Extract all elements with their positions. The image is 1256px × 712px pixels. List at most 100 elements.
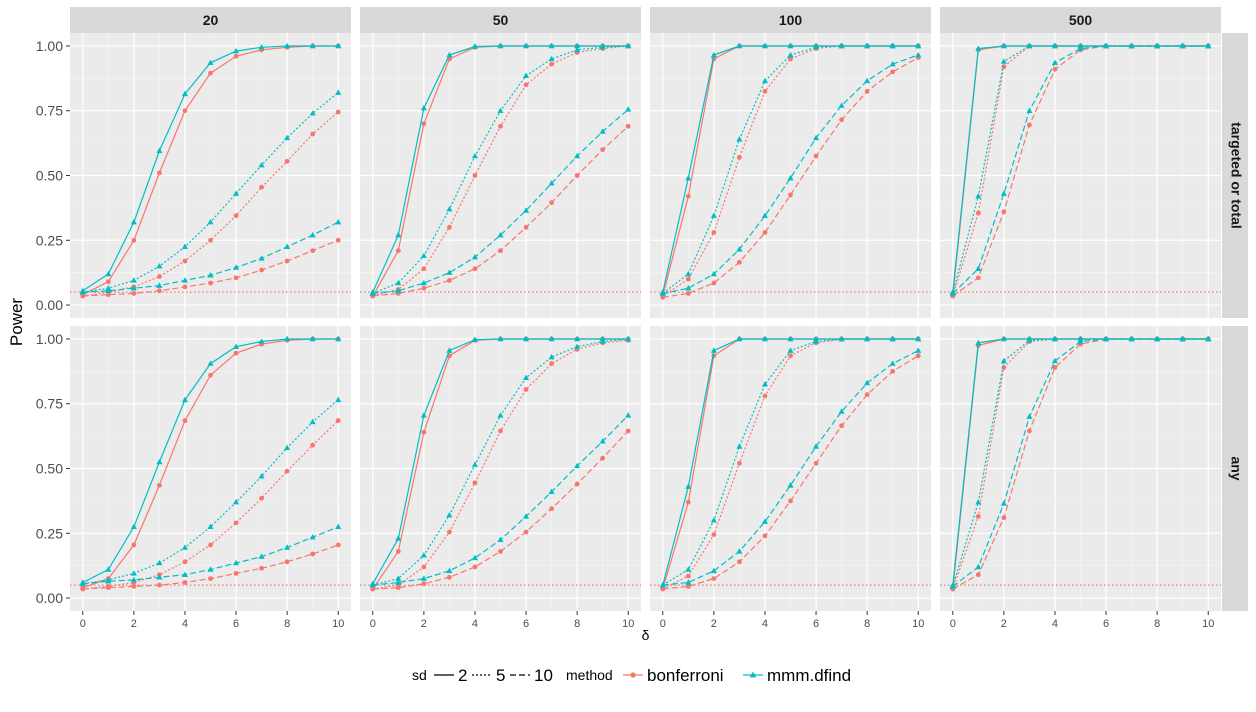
data-point (310, 442, 316, 448)
data-point (309, 533, 316, 540)
data-point (1000, 58, 1007, 64)
data-point (625, 123, 631, 129)
data-point (335, 237, 341, 243)
data-point (447, 529, 452, 535)
data-point (335, 42, 342, 49)
data-point (446, 511, 453, 518)
data-point (258, 255, 265, 261)
data-point (761, 42, 768, 49)
data-point (182, 418, 188, 423)
data-point (787, 42, 794, 49)
data-point (761, 335, 768, 342)
data-point (1154, 42, 1161, 49)
data-point (736, 246, 743, 252)
x-tick-label: 8 (1154, 618, 1160, 630)
data-point (1077, 45, 1084, 51)
data-point (207, 59, 214, 66)
legend-label-sd: 2 (458, 666, 467, 685)
data-point (788, 353, 793, 359)
data-point (79, 580, 86, 587)
data-point (421, 581, 427, 587)
data-point (471, 152, 478, 159)
legend-label-sd: 10 (534, 666, 553, 685)
x-tick-label: 0 (370, 618, 376, 630)
panel-any-100 (650, 326, 931, 611)
data-point (207, 272, 214, 278)
data-point (685, 276, 691, 282)
data-point (813, 338, 820, 344)
data-point (838, 42, 845, 49)
data-point (446, 269, 453, 275)
data-point (599, 44, 606, 50)
legend-title-sd: sd (412, 667, 427, 683)
data-point (574, 481, 580, 487)
data-point (80, 586, 86, 592)
data-point (889, 360, 896, 366)
y-tick-label: 0.75 (36, 396, 63, 412)
data-point (1051, 59, 1058, 66)
data-point (737, 559, 742, 565)
data-point (284, 559, 290, 565)
x-tick-label: 4 (1052, 618, 1058, 630)
data-point (915, 353, 921, 359)
data-point (258, 44, 265, 50)
data-point (335, 396, 342, 403)
legend: sd 2 5 10 method bonferroni mmm.dfind (412, 666, 851, 685)
data-point (549, 200, 554, 206)
data-point (549, 506, 554, 512)
data-point (395, 248, 401, 254)
data-point (207, 566, 214, 572)
data-point (737, 460, 742, 466)
data-point (685, 285, 692, 291)
data-point (736, 548, 743, 554)
data-point (446, 567, 453, 574)
data-point (421, 564, 427, 570)
data-point (471, 554, 478, 561)
data-point (498, 428, 503, 434)
data-point (335, 109, 341, 115)
data-point (79, 288, 86, 295)
data-point (369, 290, 376, 296)
data-point (370, 586, 376, 592)
x-tick-label: 10 (332, 618, 344, 630)
x-tick-label: 8 (284, 618, 290, 630)
data-point (975, 572, 981, 578)
data-point (105, 270, 112, 277)
data-point (447, 278, 452, 283)
data-point (335, 335, 342, 342)
series-line-bonferroni-sd10 (662, 57, 919, 298)
data-point (421, 266, 427, 272)
data-point (335, 542, 341, 548)
data-point (471, 43, 478, 49)
data-point (181, 396, 188, 403)
data-point (284, 544, 291, 550)
data-point (446, 51, 453, 58)
data-point (310, 131, 316, 137)
data-point (156, 559, 163, 566)
data-point (625, 428, 631, 434)
data-point (284, 335, 291, 342)
x-tick-label: 10 (912, 618, 924, 630)
data-point (787, 335, 794, 342)
data-point (975, 275, 981, 281)
series-line-bonferroni-sd5 (82, 111, 339, 297)
x-tick-label: 10 (622, 618, 634, 630)
data-point (1026, 42, 1033, 49)
data-point (130, 523, 137, 530)
data-point (131, 290, 137, 296)
data-point (208, 70, 213, 76)
data-point (130, 277, 137, 283)
y-tick-label: 0.75 (36, 103, 63, 119)
series-line-mmm.dfind-sd5 (82, 399, 339, 585)
y-tick-label: 0.00 (36, 590, 63, 606)
data-point (1103, 42, 1110, 49)
data-point (420, 252, 427, 259)
data-point (395, 535, 402, 541)
data-point (1000, 42, 1007, 49)
data-point (472, 564, 478, 570)
data-point (710, 567, 717, 574)
data-point (156, 147, 163, 154)
series-line-mmm.dfind-sd10 (662, 54, 919, 294)
data-point (813, 44, 820, 50)
